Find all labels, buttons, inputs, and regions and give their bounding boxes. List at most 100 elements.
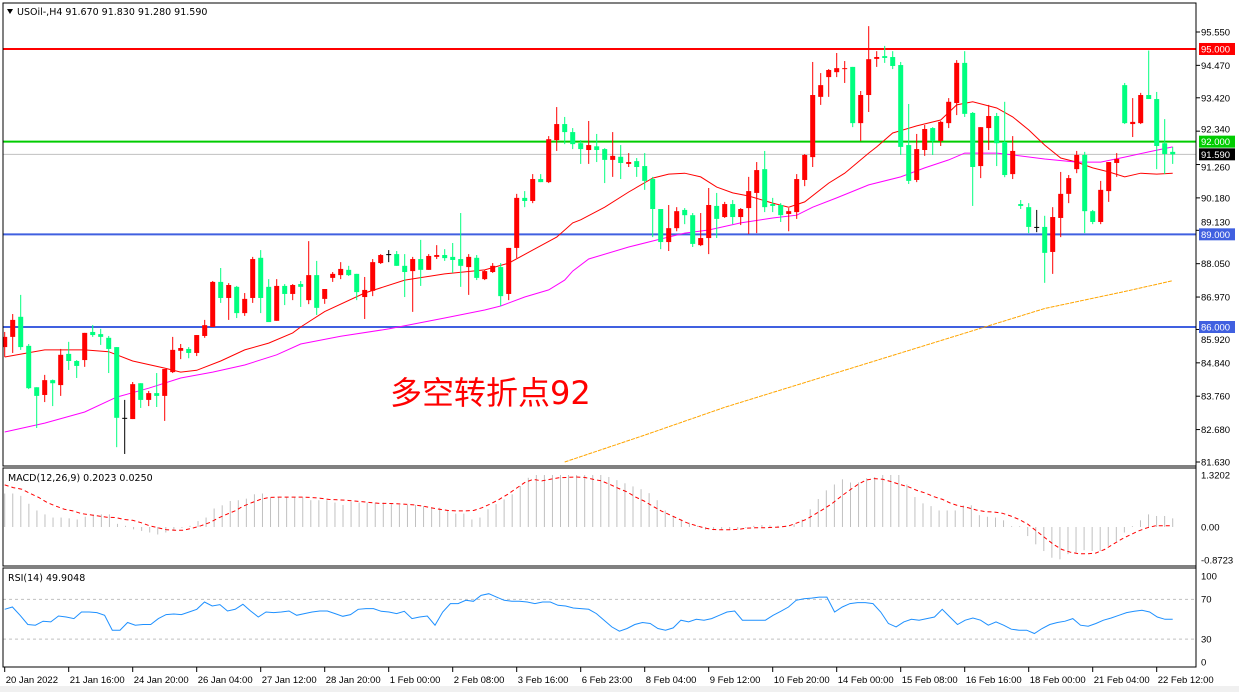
candle-body	[586, 145, 592, 151]
price-tick-label: 93.420	[1201, 93, 1230, 104]
candle	[162, 369, 168, 421]
candle	[626, 153, 632, 167]
candle	[114, 347, 120, 448]
candle-body	[18, 316, 24, 348]
triangle-down-icon[interactable]	[7, 9, 13, 14]
candle	[138, 383, 144, 408]
candle	[1098, 180, 1104, 225]
candle	[370, 259, 376, 297]
candle	[618, 145, 624, 180]
candle-body	[74, 360, 80, 366]
candle-body	[1058, 193, 1064, 218]
candle	[282, 284, 288, 306]
main-price-panel[interactable]	[2, 2, 1197, 467]
candle-body	[466, 256, 472, 268]
candle-body	[362, 289, 368, 298]
candle	[410, 256, 416, 312]
candle	[922, 124, 928, 156]
candle-body	[1122, 85, 1128, 124]
price-tick-label: 86.970	[1201, 293, 1230, 304]
candle-body	[266, 286, 272, 323]
candle-body	[762, 169, 768, 208]
candle	[1058, 171, 1064, 238]
rsi-tick-label: 30	[1201, 635, 1212, 646]
candle-body	[258, 257, 264, 298]
candle	[802, 154, 808, 187]
candle	[658, 209, 664, 250]
candle-body	[490, 265, 496, 273]
candle-body	[218, 281, 224, 298]
price-tick-label: 91.260	[1201, 162, 1230, 173]
candle-body	[98, 334, 104, 337]
candle-body	[970, 112, 976, 167]
candle-body	[42, 380, 48, 395]
candle-body	[690, 215, 696, 244]
ma-mid-line	[4, 146, 1173, 433]
candle-body	[186, 348, 192, 353]
candle-body	[730, 204, 736, 218]
candle	[882, 45, 888, 63]
candle-body	[1162, 143, 1168, 155]
candle	[682, 208, 688, 225]
candle-body	[962, 62, 968, 114]
candle	[90, 325, 96, 337]
candle	[442, 249, 448, 261]
candle	[906, 103, 912, 184]
candle-body	[770, 204, 776, 206]
candle-body	[1034, 226, 1040, 228]
candle-body	[82, 332, 88, 361]
candle-body	[1066, 178, 1072, 194]
candle-body	[458, 259, 464, 266]
time-tick-label: 18 Feb 00:00	[1030, 675, 1086, 686]
candle-body	[50, 380, 56, 384]
candle-body	[1090, 211, 1096, 222]
candle	[938, 120, 944, 146]
candle	[858, 91, 864, 142]
candle-body	[234, 286, 240, 314]
candle	[834, 53, 840, 78]
time-tick-label: 3 Feb 16:00	[518, 675, 569, 686]
candle	[506, 247, 512, 301]
candle	[538, 174, 544, 183]
macd-panel[interactable]: 1.3202 0.00 -0.8723	[2, 467, 1233, 567]
candle-body	[474, 257, 480, 278]
candle	[34, 387, 40, 429]
candle	[474, 255, 480, 281]
candle-body	[330, 273, 336, 278]
candle	[466, 254, 472, 295]
candle	[594, 133, 600, 163]
rsi-title: RSI(14) 49.9048	[8, 573, 85, 584]
time-tick-label: 8 Feb 04:00	[646, 675, 697, 686]
candle-body	[434, 255, 440, 257]
rsi-tick-label: 100	[1201, 572, 1217, 583]
candle-body	[130, 384, 136, 420]
candle	[3, 331, 8, 357]
candle-body	[578, 143, 584, 150]
candle	[778, 203, 784, 222]
candle-body	[674, 211, 680, 229]
candle-body	[802, 154, 808, 180]
candle	[122, 399, 128, 454]
level-price-box	[1199, 228, 1235, 241]
candle	[218, 268, 224, 303]
candle-body	[810, 95, 816, 158]
rsi-tick-label: 70	[1201, 595, 1212, 606]
candle-body	[826, 69, 832, 78]
ma-slow-line	[564, 280, 1173, 463]
candle-body	[698, 238, 704, 246]
time-tick-label: 10 Feb 20:00	[774, 675, 830, 686]
candle	[458, 213, 464, 287]
candle	[850, 66, 856, 128]
candle-body	[754, 170, 760, 193]
candle	[842, 61, 848, 83]
candle	[42, 374, 48, 403]
candle	[898, 61, 904, 155]
candle	[482, 269, 488, 281]
candle	[1114, 153, 1120, 177]
candle-body	[402, 265, 408, 273]
candle-body	[818, 85, 824, 97]
candle	[394, 251, 400, 266]
candle	[794, 174, 800, 219]
candle-body	[874, 57, 880, 59]
